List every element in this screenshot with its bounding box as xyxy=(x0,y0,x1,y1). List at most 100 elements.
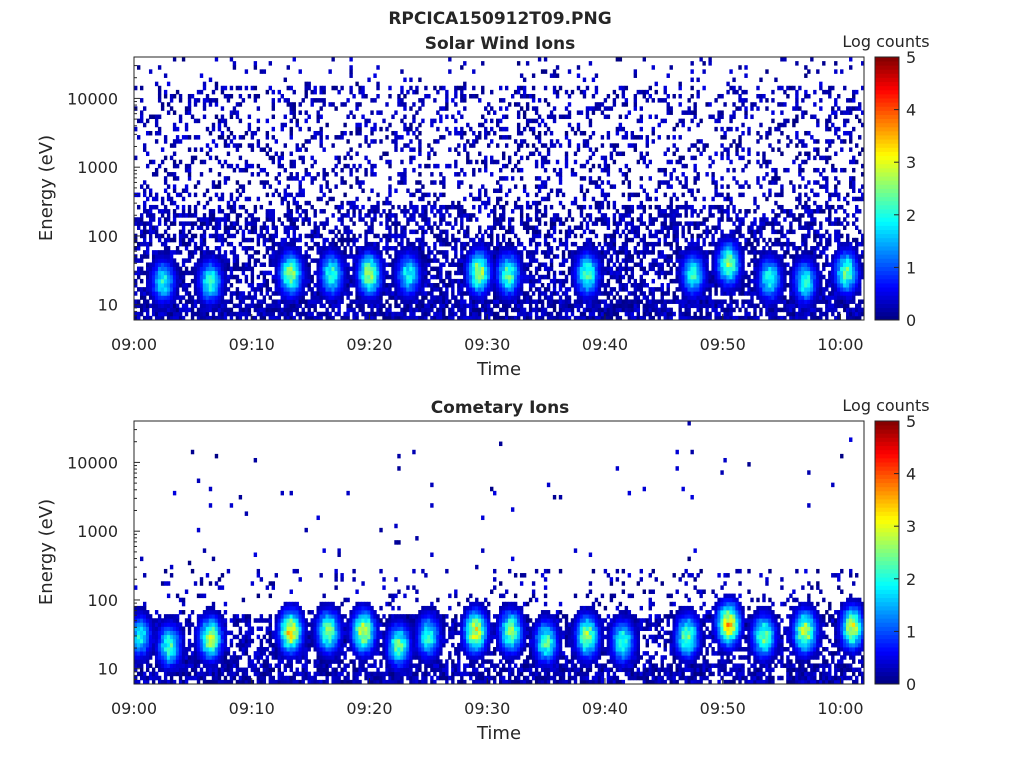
heatmap-cell xyxy=(660,167,664,173)
heatmap-cell xyxy=(391,213,395,218)
heatmap-cell xyxy=(166,246,171,251)
heatmap-cell xyxy=(484,250,488,255)
heatmap-cell xyxy=(256,287,261,292)
heatmap-cell xyxy=(373,262,377,267)
heatmap-cell xyxy=(229,114,234,120)
heatmap-cell xyxy=(454,159,458,165)
heatmap-cell xyxy=(364,283,368,288)
heatmap-cell xyxy=(277,159,281,165)
heatmap-cell xyxy=(331,250,335,255)
panel-solar-wind-ions: Solar Wind Ions Log counts Energy (eV) T… xyxy=(36,32,930,380)
heatmap-cell xyxy=(504,163,509,169)
heatmap-cell xyxy=(271,114,276,120)
heatmap-cell xyxy=(612,246,617,251)
heatmap-cell xyxy=(301,270,305,276)
heatmap-cell xyxy=(286,200,290,206)
heatmap-cell xyxy=(418,147,422,152)
heatmap-cell xyxy=(600,217,605,222)
heatmap-cell xyxy=(687,311,691,317)
heatmap-cell xyxy=(199,315,204,321)
heatmap-cell xyxy=(346,291,350,296)
heatmap-cell xyxy=(501,278,506,284)
heatmap-cell xyxy=(409,106,413,111)
heatmap-cell xyxy=(331,258,335,263)
heatmap-cell xyxy=(690,303,694,309)
heatmap-cell xyxy=(427,311,431,317)
heatmap-cell xyxy=(166,217,171,222)
heatmap-cell xyxy=(277,315,281,321)
heatmap-cell xyxy=(187,241,192,247)
heatmap-cell xyxy=(163,283,168,288)
heatmap-cell xyxy=(609,237,614,243)
heatmap-cell xyxy=(136,266,141,272)
heatmap-cell xyxy=(166,311,171,317)
heatmap-cell xyxy=(427,250,431,255)
heatmap-cell xyxy=(597,283,602,288)
heatmap-cell xyxy=(609,241,614,247)
heatmap-cell xyxy=(516,126,521,132)
heatmap-cell xyxy=(499,225,503,230)
heatmap-cell xyxy=(603,114,608,120)
heatmap-cell xyxy=(666,102,670,107)
heatmap-cell xyxy=(582,258,587,263)
heatmap-cell xyxy=(343,102,347,107)
heatmap-cell xyxy=(624,258,629,263)
heatmap-cell xyxy=(202,258,207,263)
heatmap-cell xyxy=(217,135,222,140)
heatmap-cell xyxy=(154,192,159,198)
heatmap-cell xyxy=(418,254,422,259)
heatmap-cell xyxy=(618,287,623,292)
heatmap-cell xyxy=(478,299,482,304)
heatmap-cell xyxy=(409,204,413,210)
heatmap-cell xyxy=(472,172,476,177)
heatmap-cell xyxy=(501,307,506,313)
heatmap-cell xyxy=(516,204,521,210)
heatmap-cell xyxy=(501,176,506,181)
heatmap-cell xyxy=(214,287,219,292)
heatmap-cell xyxy=(388,246,392,251)
heatmap-cell xyxy=(292,221,296,226)
heatmap-cell xyxy=(286,225,290,230)
heatmap-cell xyxy=(163,303,168,309)
heatmap-cell xyxy=(217,287,222,292)
heatmap-cell xyxy=(531,93,536,99)
heatmap-cell xyxy=(271,192,276,198)
heatmap-cell xyxy=(600,262,605,267)
heatmap-cell xyxy=(675,213,679,218)
heatmap-cell xyxy=(591,106,596,111)
heatmap-cell xyxy=(516,159,521,165)
heatmap-cell xyxy=(430,266,434,272)
heatmap-cell xyxy=(645,311,649,317)
heatmap-cell xyxy=(184,126,189,132)
heatmap-cell xyxy=(319,291,323,296)
heatmap-cell xyxy=(430,180,434,185)
heatmap-cell xyxy=(211,225,216,230)
heatmap-cell xyxy=(603,213,608,218)
heatmap-cell xyxy=(600,307,605,313)
heatmap-cell xyxy=(681,233,685,239)
heatmap-cell xyxy=(355,250,359,255)
heatmap-cell xyxy=(202,241,207,247)
heatmap-cell xyxy=(597,262,602,267)
heatmap-cell xyxy=(208,266,213,272)
heatmap-cell xyxy=(603,217,608,222)
heatmap-cell xyxy=(319,188,323,194)
heatmap-cell xyxy=(552,307,557,313)
heatmap-cell xyxy=(370,254,374,259)
heatmap-cell xyxy=(454,102,458,107)
heatmap-cell xyxy=(175,291,180,296)
heatmap-cell xyxy=(274,299,278,304)
heatmap-cell xyxy=(427,151,431,157)
heatmap-cell xyxy=(145,250,150,255)
heatmap-cell xyxy=(316,110,320,115)
heatmap-cell xyxy=(645,307,649,313)
heatmap-cell xyxy=(217,246,222,251)
heatmap-cell xyxy=(457,110,461,115)
heatmap-cell xyxy=(582,287,587,292)
heatmap-cell xyxy=(220,283,225,288)
heatmap-cell xyxy=(169,221,174,226)
heatmap-cell xyxy=(475,250,479,255)
heatmap-cell xyxy=(229,196,234,202)
heatmap-cell xyxy=(525,122,530,128)
heatmap-cell xyxy=(451,287,455,292)
